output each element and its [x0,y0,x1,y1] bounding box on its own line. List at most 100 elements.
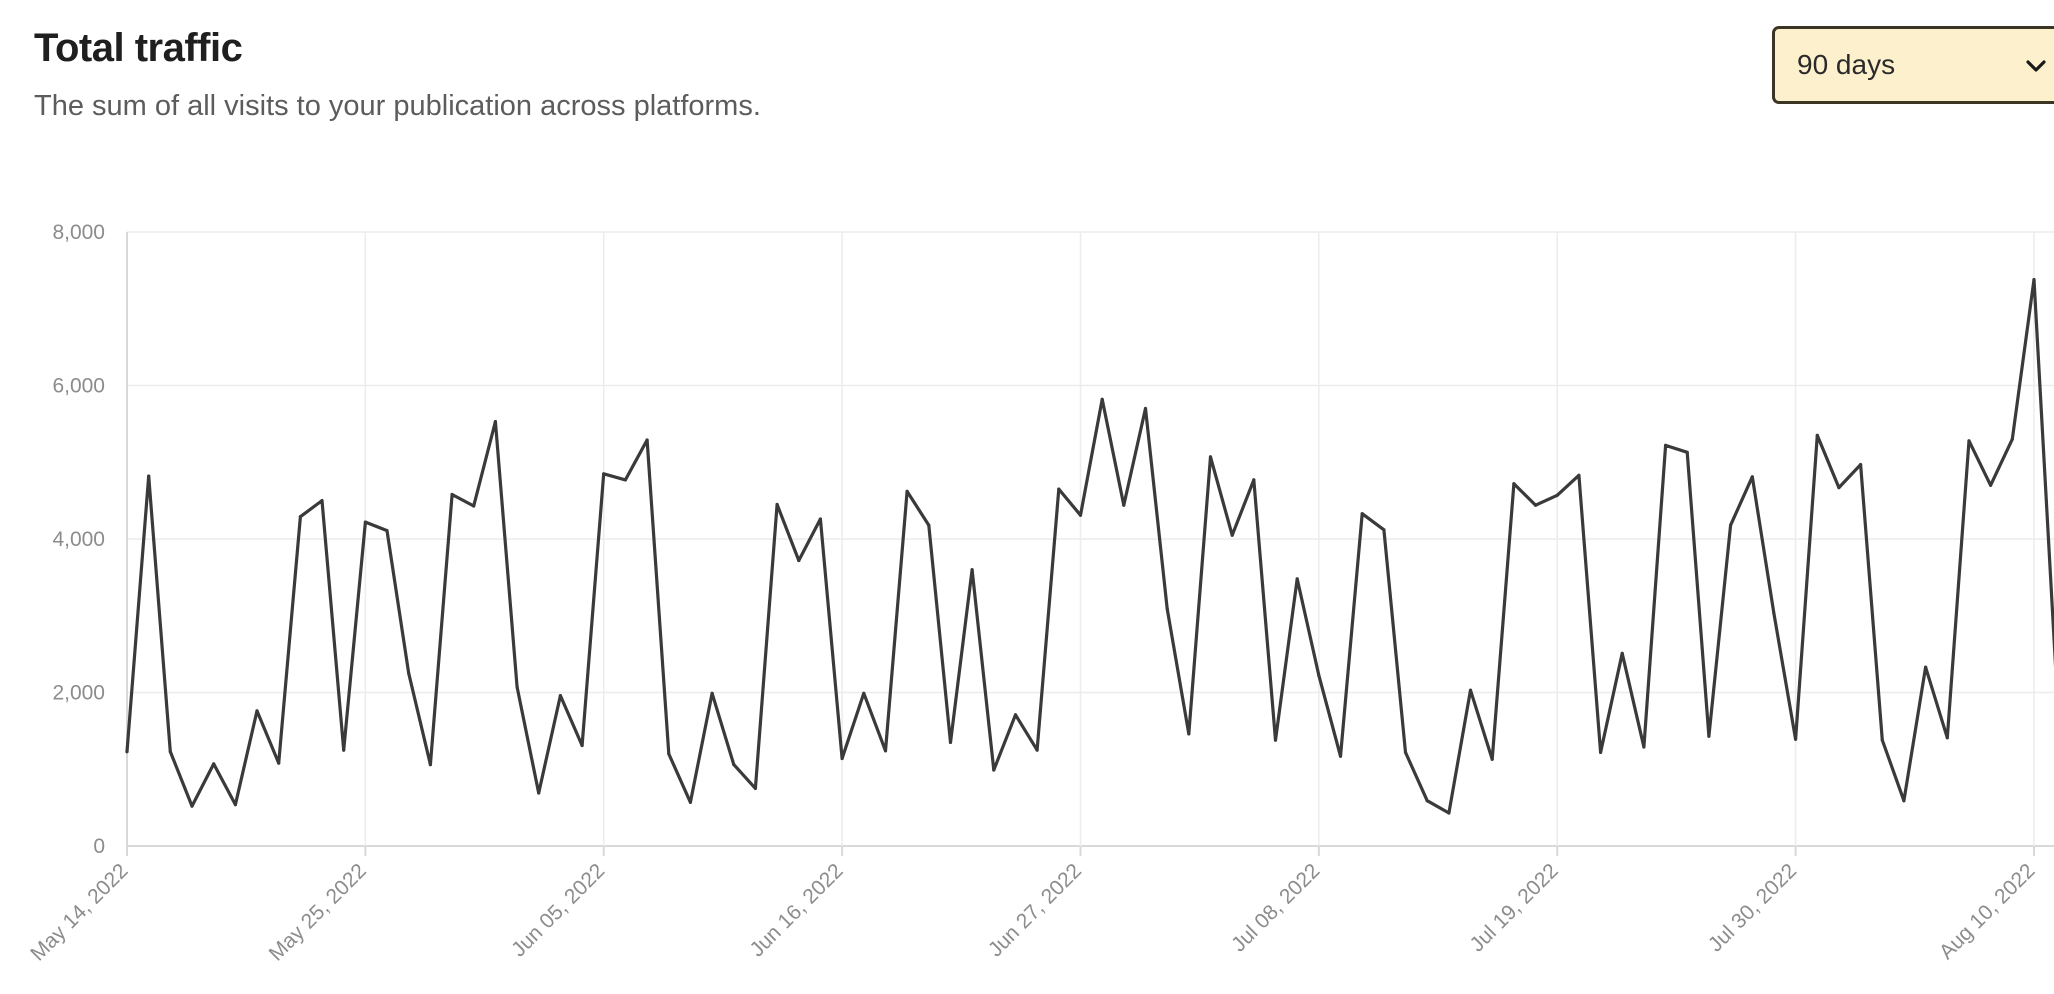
data-point [277,761,281,765]
data-point [1512,482,1516,486]
data-point [797,558,801,563]
data-point [1664,443,1668,447]
data-point [1273,738,1278,742]
data-point [558,694,563,698]
data-point [580,743,584,748]
data-point [753,786,758,791]
page-subtitle: The sum of all visits to your publicatio… [34,90,761,122]
data-point [1447,811,1451,815]
data-point [1468,688,1473,692]
data-point [623,478,628,482]
data-point [450,492,454,497]
data-point [1490,757,1494,761]
data-point [732,763,736,767]
data-point [255,709,259,713]
data-point [1165,607,1169,611]
y-tick-label: 6,000 [52,375,105,398]
data-point [1035,748,1039,752]
data-point [1599,750,1603,755]
data-point [363,520,367,524]
data-point [1382,528,1386,532]
data-point [1729,523,1733,527]
data-point [125,750,129,754]
data-point [1122,503,1126,507]
data-point [2010,437,2014,441]
data-point [1577,473,1581,477]
data-point [342,748,346,752]
x-tick-label: Jun 05, 2022 [507,859,609,961]
data-point [1143,406,1148,411]
data-point [1100,397,1104,401]
data-point [298,515,302,519]
data-point [970,568,974,572]
data-point [688,800,693,804]
y-tick-label: 4,000 [52,528,105,551]
data-point [1620,651,1624,656]
data-point [905,489,909,493]
data-point [1252,478,1256,482]
traffic-series-line [125,278,2054,815]
data-point [1317,674,1321,678]
y-tick-label: 2,000 [52,682,105,705]
data-point [2032,278,2036,282]
date-range-value: 90 days [1797,49,1896,80]
data-point [1555,493,1559,497]
data-point [537,791,541,795]
data-point [168,750,172,754]
data-point [992,768,996,772]
data-point [1295,577,1299,581]
page-title: Total traffic [34,26,243,70]
data-point [862,691,866,695]
data-point [1360,512,1364,516]
data-point [1642,745,1646,749]
data-point [1685,450,1689,454]
data-point [472,504,476,508]
x-tick-label: Jul 19, 2022 [1466,859,1563,956]
data-point [1403,750,1408,755]
x-tick-label: Aug 10, 2022 [1935,859,2040,964]
data-point [515,685,519,689]
x-tick-label: Jun 27, 2022 [984,859,1086,961]
data-point [1772,611,1776,616]
data-point [1230,533,1234,537]
x-tick-label: Jun 16, 2022 [746,859,848,961]
data-point [190,804,194,808]
data-point [147,474,151,478]
data-point [883,749,888,753]
data-point [948,740,953,745]
data-point [775,502,779,507]
chevron-down-icon [2026,60,2046,72]
data-point [1924,665,1928,669]
date-range-select[interactable]: 90 days [1772,26,2054,104]
data-point [1859,463,1863,467]
data-point [840,756,844,761]
data-point [1880,738,1884,742]
data-point [385,529,389,533]
data-point [1187,732,1191,736]
data-point [1078,513,1083,517]
data-point [1057,487,1061,491]
data-point [710,691,714,695]
x-tick-label: May 25, 2022 [265,859,371,965]
data-point [1208,455,1213,459]
x-tick-label: May 14, 2022 [26,859,132,965]
y-tick-label: 0 [93,835,105,858]
data-point [1902,799,1906,803]
data-point [818,517,823,521]
data-point [1794,737,1798,741]
data-point [493,420,497,424]
x-tick-label: Jul 08, 2022 [1227,859,1324,956]
data-point [1534,503,1538,507]
data-point [1815,433,1819,437]
data-point [1338,754,1343,758]
data-point [233,803,237,807]
y-tick-label: 8,000 [52,221,105,244]
data-point [320,499,324,503]
data-point [407,671,411,675]
data-point [428,763,432,767]
data-point [1707,734,1711,738]
data-point [1989,483,1993,487]
data-point [645,438,649,442]
data-point [1967,439,1971,443]
